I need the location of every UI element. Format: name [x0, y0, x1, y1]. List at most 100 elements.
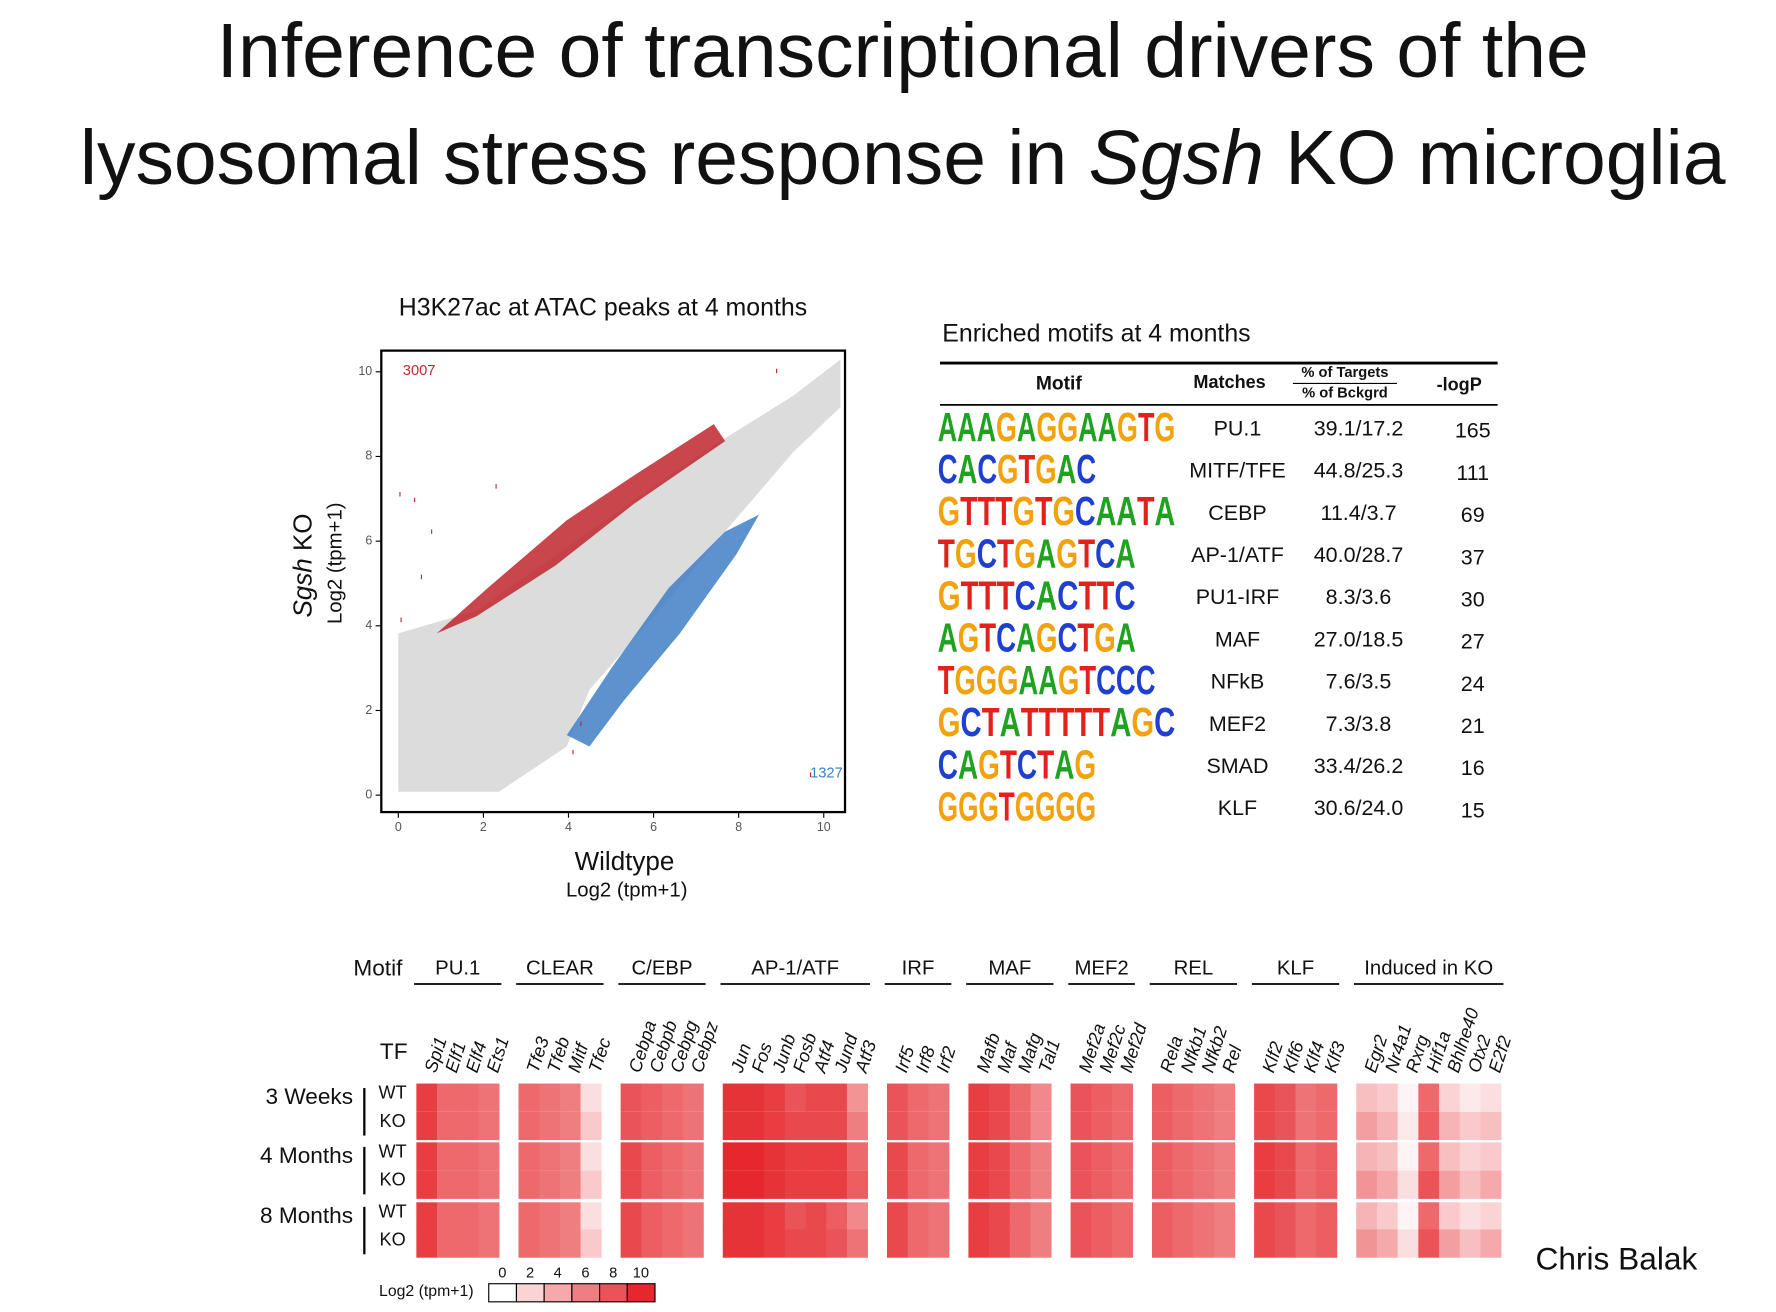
heat-cell: [1376, 1202, 1398, 1231]
logo-letter: C: [1154, 699, 1175, 745]
heat-cell: [784, 1229, 806, 1258]
legend-swatch: [515, 1283, 545, 1303]
logo-letter: G: [1035, 446, 1056, 492]
logo-letter: T: [1074, 699, 1092, 745]
heat-cell: [437, 1202, 459, 1231]
logo-letter: G: [955, 657, 976, 703]
heat-cell: [989, 1142, 1011, 1171]
motif-logo: GTTTCACTTC: [938, 572, 1136, 618]
heat-cell: [1480, 1229, 1502, 1258]
logo-letter: G: [1074, 741, 1096, 787]
group-label: Induced in KO: [1364, 958, 1493, 980]
heat-cell: [1091, 1083, 1113, 1112]
logo-letter: A: [1054, 741, 1074, 787]
heat-cell: [1274, 1111, 1296, 1141]
y-tick-label: 8: [365, 449, 372, 463]
heat-cell: [1418, 1229, 1440, 1258]
heat-cell: [1009, 1142, 1031, 1171]
heat-cell: [846, 1083, 868, 1112]
group-label: PU.1: [435, 958, 480, 980]
logo-letter: T: [1037, 741, 1054, 787]
motif-ratio: 39.1/17.2: [1314, 416, 1404, 440]
heat-cell: [1254, 1083, 1276, 1112]
legend-swatch: [626, 1283, 656, 1303]
heat-cell: [580, 1170, 602, 1199]
logo-letter: T: [982, 699, 1000, 745]
heat-cell: [1151, 1202, 1174, 1231]
heat-cell: [559, 1202, 581, 1231]
heat-cell: [1316, 1083, 1338, 1112]
logo-letter: T: [999, 783, 1015, 829]
motif-ratio: 7.6/3.5: [1326, 670, 1392, 694]
motif-name: MEF2: [1209, 712, 1266, 736]
title-italic: Sgsh: [1089, 115, 1264, 201]
logo-letter: G: [978, 783, 998, 829]
table-header: % of Targets: [1301, 365, 1388, 381]
heat-cell: [1070, 1170, 1092, 1199]
motif-logp: 37: [1461, 545, 1485, 569]
timepoint-label: 8 Months: [260, 1203, 353, 1228]
heat-cell: [641, 1229, 663, 1258]
heat-cell: [805, 1202, 827, 1231]
motif-ratio: 7.3/3.8: [1326, 712, 1392, 736]
heat-cell: [1439, 1111, 1461, 1141]
heat-cell: [1193, 1142, 1215, 1171]
title-text: KO microglia: [1264, 115, 1726, 201]
motif-name: NFkB: [1211, 670, 1265, 694]
heat-cell: [928, 1111, 950, 1141]
heat-cell: [826, 1111, 848, 1141]
heat-cell: [1459, 1142, 1481, 1171]
point-cloud: [398, 359, 841, 792]
heat-cell: [1111, 1229, 1133, 1258]
heat-cell: [539, 1111, 561, 1141]
heat-cell: [1111, 1142, 1133, 1171]
heat-cell: [457, 1170, 479, 1199]
scatter-title: H3K27ac at ATAC peaks at 4 months: [399, 293, 807, 321]
heat-cell: [1439, 1229, 1461, 1258]
title-line-1: Inference of transcriptional drivers of …: [217, 8, 1589, 94]
genotype-label: KO: [380, 1170, 406, 1190]
heat-cell: [1418, 1170, 1440, 1199]
heat-cell: [478, 1083, 500, 1112]
table-header: Matches: [1193, 372, 1265, 392]
heat-cell: [1070, 1142, 1092, 1171]
logo-letter: G: [976, 657, 997, 703]
timepoint-label: 4 Months: [260, 1143, 353, 1168]
heat-cell: [764, 1170, 786, 1199]
heat-cell: [1295, 1202, 1317, 1231]
motif-logo: GGGTGGGG: [938, 783, 1096, 829]
heat-cell: [764, 1111, 786, 1141]
logo-letter: A: [938, 614, 958, 660]
heat-cell: [1274, 1170, 1296, 1199]
legend-label: Log2 (tpm+1): [379, 1283, 474, 1300]
motif-ratio: 27.0/18.5: [1314, 627, 1404, 651]
heat-cell: [1070, 1083, 1092, 1112]
heat-cell: [1030, 1142, 1052, 1171]
heat-cell: [437, 1083, 459, 1112]
heat-cell: [743, 1170, 765, 1199]
heat-cell: [1356, 1202, 1378, 1231]
heat-cell: [518, 1202, 540, 1231]
logo-letter: T: [938, 530, 955, 576]
heat-cell: [989, 1202, 1011, 1231]
heat-cell: [1480, 1202, 1502, 1231]
genotype-label: KO: [380, 1230, 406, 1250]
motif-name: PU1-IRF: [1196, 585, 1280, 609]
table-header: -logP: [1437, 374, 1482, 394]
heat-cell: [620, 1083, 642, 1112]
heat-cell: [1172, 1202, 1194, 1231]
group-label: KLF: [1277, 958, 1314, 980]
motif-logp: 30: [1461, 587, 1485, 611]
logo-letter: C: [1095, 530, 1115, 576]
x-tick-label: 4: [565, 820, 572, 834]
heat-cell: [580, 1229, 602, 1258]
heat-cell: [1439, 1083, 1461, 1112]
motif-name: PU.1: [1214, 416, 1262, 440]
group-label: CLEAR: [526, 958, 594, 980]
heat-cell: [1376, 1083, 1398, 1112]
group-label: IRF: [902, 958, 935, 980]
logo-letter: G: [938, 699, 961, 745]
heat-cell: [1172, 1142, 1194, 1171]
heat-cell: [1295, 1111, 1317, 1141]
genotype-label: WT: [379, 1082, 407, 1102]
